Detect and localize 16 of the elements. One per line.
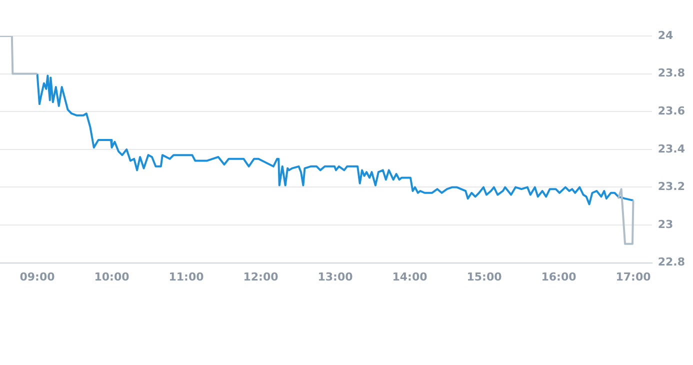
- y-tick-label: 22.8: [658, 256, 685, 269]
- x-tick-label: 11:00: [168, 270, 204, 284]
- y-tick-label: 23.6: [658, 104, 686, 118]
- x-tick-label: 16:00: [541, 270, 577, 284]
- x-tick-label: 09:00: [20, 270, 56, 284]
- y-tick-label: 23.4: [658, 142, 686, 156]
- y-tick-label: 24: [658, 28, 674, 42]
- y-tick-label: 23.2: [658, 180, 685, 194]
- y-tick-label: 23: [658, 218, 674, 231]
- x-tick-label: 12:00: [243, 270, 279, 284]
- x-tick-label: 13:00: [318, 270, 354, 284]
- x-tick-label: 17:00: [616, 270, 652, 284]
- y-tick-label: 23.8: [658, 66, 685, 80]
- x-tick-label: 14:00: [392, 270, 428, 284]
- x-tick-label: 10:00: [94, 270, 130, 284]
- x-tick-label: 15:00: [466, 270, 502, 284]
